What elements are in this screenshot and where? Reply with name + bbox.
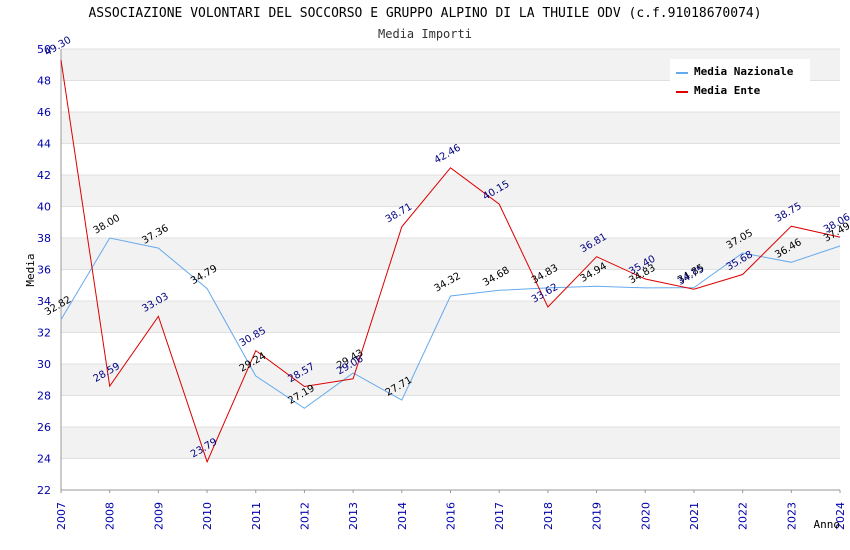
plot-band bbox=[61, 175, 840, 207]
y-tick-label: 40 bbox=[37, 201, 51, 214]
x-tick-label: 2022 bbox=[737, 502, 750, 530]
legend: Media Nazionale Media Ente bbox=[670, 59, 810, 101]
series-line-ente bbox=[60, 59, 841, 464]
x-tick-label: 2014 bbox=[396, 502, 409, 530]
x-tick-label: 2017 bbox=[493, 502, 506, 530]
x-tick-label: 2008 bbox=[104, 502, 117, 530]
x-tick-label: 2020 bbox=[639, 502, 652, 530]
y-tick-label: 36 bbox=[37, 264, 51, 277]
x-axis-ticks: 2007 2008 2009 2010 2011 2012 2013 2014 2016 2017… bbox=[55, 490, 847, 530]
x-tick-label: 2010 bbox=[201, 502, 214, 530]
y-tick-label: 26 bbox=[37, 421, 51, 434]
x-tick-label: 2023 bbox=[785, 502, 798, 530]
y-tick-label: 50 bbox=[37, 43, 51, 56]
y-tick-label: 38 bbox=[37, 232, 51, 245]
y-tick-label: 42 bbox=[37, 169, 51, 182]
plot-band bbox=[61, 143, 840, 175]
y-tick-label: 34 bbox=[37, 295, 51, 308]
x-tick-label: 2012 bbox=[298, 502, 311, 530]
x-tick-label: 2016 bbox=[445, 502, 458, 530]
x-tick-label: 2019 bbox=[591, 502, 604, 530]
plot-band bbox=[61, 427, 840, 459]
series-lines bbox=[60, 59, 841, 464]
y-tick-label: 32 bbox=[37, 327, 51, 340]
y-tick-label: 30 bbox=[37, 358, 51, 371]
y-axis-title: Media bbox=[24, 253, 37, 286]
legend-label-nazionale: Media Nazionale bbox=[694, 65, 794, 78]
legend-box bbox=[670, 59, 810, 101]
plot-band bbox=[61, 458, 840, 490]
plot-band bbox=[61, 112, 840, 144]
x-tick-label: 2024 bbox=[834, 502, 847, 530]
x-axis-title: Anno bbox=[814, 518, 841, 531]
x-tick-label: 2018 bbox=[542, 502, 555, 530]
chart-subtitle: Media Importi bbox=[378, 27, 472, 41]
y-tick-label: 48 bbox=[37, 75, 51, 88]
y-tick-label: 24 bbox=[37, 453, 51, 466]
y-tick-label: 44 bbox=[37, 138, 51, 151]
plot-band bbox=[61, 301, 840, 333]
plot-bands bbox=[61, 49, 840, 490]
series-line-nazionale bbox=[60, 237, 841, 409]
y-tick-label: 22 bbox=[37, 484, 51, 497]
x-tick-label: 2021 bbox=[688, 502, 701, 530]
y-tick-label: 28 bbox=[37, 390, 51, 403]
x-tick-label: 2009 bbox=[152, 502, 165, 530]
legend-label-ente: Media Ente bbox=[694, 84, 761, 97]
plot-band bbox=[61, 395, 840, 427]
plot-band bbox=[61, 364, 840, 396]
x-tick-label: 2013 bbox=[347, 502, 360, 530]
chart-title: ASSOCIAZIONE VOLONTARI DEL SOCCORSO E GR… bbox=[88, 6, 762, 21]
y-axis-ticks: 22 24 26 28 30 32 34 36 38 40 42 44 46 48 50 bbox=[37, 43, 51, 497]
x-tick-label: 2011 bbox=[250, 502, 263, 530]
plot-band bbox=[61, 238, 840, 270]
x-tick-label: 2007 bbox=[55, 502, 68, 530]
y-tick-label: 46 bbox=[37, 106, 51, 119]
plot-band bbox=[61, 206, 840, 238]
plot-band bbox=[61, 332, 840, 364]
